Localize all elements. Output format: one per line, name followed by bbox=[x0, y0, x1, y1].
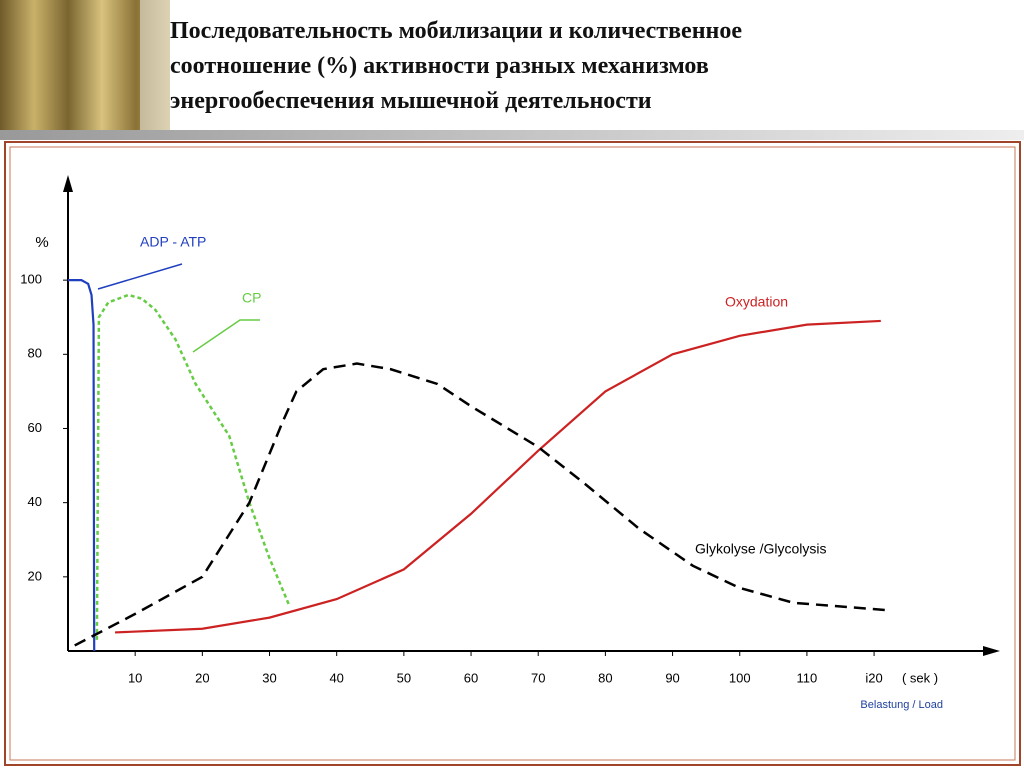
series-label: Glykolyse /Glycolysis bbox=[695, 541, 826, 557]
y-tick-label: 100 bbox=[20, 272, 42, 287]
series-line bbox=[95, 293, 291, 640]
decor bbox=[0, 130, 1024, 140]
leader-line bbox=[97, 263, 183, 290]
x-tick-label: 40 bbox=[329, 670, 343, 685]
series-label: CP bbox=[242, 290, 261, 306]
chart: 20 40 60 80 100 10 20 30 40 50 60 70 80 90 100 110 i20 ( … bbox=[20, 175, 1000, 711]
x-tick-label: 60 bbox=[464, 670, 478, 685]
y-tick-label: 20 bbox=[28, 568, 42, 583]
series-line bbox=[114, 319, 881, 634]
frame bbox=[4, 141, 1021, 766]
x-tick-label: 90 bbox=[665, 670, 679, 685]
x-tick-label: 70 bbox=[531, 670, 545, 685]
x-tick-label: 110 bbox=[797, 670, 818, 685]
y-tick-label: 60 bbox=[28, 420, 42, 435]
series-label: Oxydation bbox=[725, 294, 788, 310]
x-tick-label: 20 bbox=[195, 670, 209, 685]
x-unit: ( sek ) bbox=[902, 670, 938, 685]
decor bbox=[140, 0, 170, 135]
slide-title: Последовательность мобилизации и количес… bbox=[170, 18, 743, 114]
series-label: ADP - ATP bbox=[140, 234, 206, 250]
x-tick-label: 10 bbox=[128, 670, 142, 685]
x-tick-label: 30 bbox=[262, 670, 276, 685]
frame bbox=[9, 146, 1016, 761]
series-line bbox=[68, 279, 96, 652]
x-axis-label: Belastung / Load bbox=[860, 699, 943, 711]
x-axis-arrow bbox=[983, 646, 1000, 656]
y-tick-label: 40 bbox=[28, 494, 42, 509]
y-axis-arrow bbox=[63, 175, 73, 192]
x-tick-label: 100 bbox=[729, 670, 751, 685]
x-tick-label: 50 bbox=[397, 670, 411, 685]
x-tick-label: 80 bbox=[598, 670, 612, 685]
x-tick-label: i20 bbox=[865, 670, 882, 685]
y-axis-label: % bbox=[35, 234, 48, 251]
leader-line bbox=[192, 319, 260, 353]
y-tick-label: 80 bbox=[28, 346, 42, 361]
series-line bbox=[74, 362, 888, 647]
